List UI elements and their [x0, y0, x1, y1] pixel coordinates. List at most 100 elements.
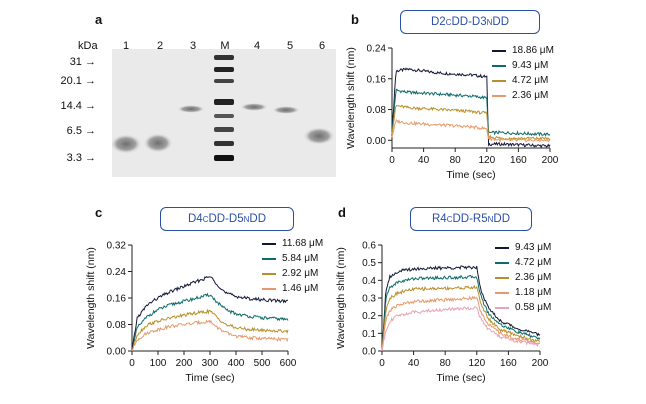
panel-b-letter: b	[351, 12, 359, 27]
gel-marker-label: 3.3 →	[66, 152, 96, 164]
legend-item: 4.72 μM	[492, 75, 548, 86]
y-axis-label: Wavelength shift (nm)	[85, 247, 97, 349]
gel-band	[303, 127, 335, 145]
legend-item: 0.58 μM	[495, 302, 551, 313]
legend-item: 5.84 μM	[262, 253, 318, 264]
legend-item: 11.68 μM	[262, 238, 323, 249]
x-tick-label: 200	[542, 155, 559, 166]
x-tick-label: 40	[408, 358, 420, 369]
series-line	[381, 295, 541, 352]
gel-lane-label: 2	[156, 40, 164, 52]
x-axis-label: Time (sec)	[446, 169, 495, 181]
y-tick-label: 0.24	[107, 267, 127, 278]
x-tick-label: 0	[389, 155, 395, 166]
y-tick-label: 0.16	[107, 294, 127, 305]
series-line	[131, 276, 289, 351]
legend-item: 18.86 μM	[492, 45, 554, 56]
y-tick-label: 0.32	[107, 241, 127, 252]
legend-swatch	[262, 242, 276, 245]
gel-band	[112, 134, 142, 154]
series-line	[391, 88, 551, 137]
gel-lane-label: 1	[122, 40, 130, 52]
series-line	[381, 284, 541, 352]
y-tick-label: 0.3	[362, 294, 376, 305]
legend-swatch	[492, 64, 506, 67]
y-axis-label: Wavelength shift (nm)	[335, 247, 347, 349]
legend-swatch	[492, 49, 506, 52]
x-tick-label: 120	[468, 358, 485, 369]
gel-band	[143, 133, 173, 153]
y-tick-label: 0.1	[362, 329, 376, 340]
construct-label-b: D2 C DD-D3 N DD	[400, 10, 540, 34]
x-axis-label: Time (sec)	[436, 372, 485, 384]
legend-item: 2.92 μM	[262, 268, 318, 279]
y-tick-label: 0.00	[367, 136, 387, 147]
x-tick-label: 400	[228, 358, 245, 369]
x-tick-label: 200	[532, 358, 549, 369]
x-tick-label: 120	[478, 155, 495, 166]
legend-swatch	[495, 246, 509, 249]
panel-c-letter: c	[95, 205, 103, 220]
series-line	[381, 306, 541, 352]
gel-marker-band	[214, 114, 234, 118]
gel-image	[112, 49, 336, 177]
legend-item: 9.43 μM	[492, 60, 548, 71]
legend-item: 2.36 μM	[495, 272, 551, 283]
x-tick-label: 200	[176, 358, 193, 369]
legend-swatch	[492, 79, 506, 82]
y-axis-label: Wavelength shift (nm)	[345, 47, 357, 149]
x-tick-label: 0	[129, 358, 135, 369]
gel-kda-label: kDa	[78, 40, 98, 52]
x-tick-label: 600	[280, 358, 297, 369]
legend-swatch	[495, 306, 509, 309]
gel-marker-band	[214, 155, 234, 161]
gel-marker-label: 6.5 →	[66, 125, 96, 137]
gel-lane-label: 6	[318, 40, 326, 52]
x-tick-label: 100	[150, 358, 167, 369]
gel-marker-band	[214, 67, 234, 72]
gel-marker-band	[214, 55, 234, 60]
x-tick-label: 40	[418, 155, 430, 166]
gel-lane-label: M	[220, 40, 230, 52]
series-line	[131, 308, 289, 352]
series-line	[131, 292, 289, 351]
series-line	[131, 319, 289, 352]
x-tick-label: 160	[500, 358, 517, 369]
gel-marker-label: 20.1 →	[60, 75, 96, 87]
gel-lane-label: 5	[286, 40, 294, 52]
y-tick-label: 0.0	[362, 347, 376, 358]
legend-item: 1.18 μM	[495, 287, 551, 298]
gel-band	[272, 106, 300, 114]
gel-marker-label: 14.4 →	[60, 100, 96, 112]
x-tick-label: 160	[510, 155, 527, 166]
gel-band	[240, 103, 268, 111]
gel-band	[177, 105, 205, 113]
x-tick-label: 500	[254, 358, 271, 369]
legend-item: 1.46 μM	[262, 283, 318, 294]
y-tick-label: 0.16	[367, 74, 387, 85]
construct-label-c: D4 C DD-D5 N DD	[160, 207, 294, 231]
y-tick-label: 0.2	[362, 311, 376, 322]
y-tick-label: 0.08	[367, 105, 387, 116]
y-tick-label: 0.5	[362, 258, 376, 269]
panel-d-letter: d	[338, 205, 346, 220]
construct-label-d: R4 C DD-R5 N DD	[410, 207, 532, 231]
legend-swatch	[495, 276, 509, 279]
series-line	[391, 67, 551, 149]
legend-item: 2.36 μM	[492, 90, 548, 101]
gel-marker-band	[214, 141, 234, 146]
legend-swatch	[492, 94, 506, 97]
legend-swatch	[262, 257, 276, 260]
y-tick-label: 0.24	[367, 44, 387, 55]
legend-swatch	[262, 287, 276, 290]
legend-item: 4.72 μM	[495, 257, 551, 268]
y-tick-label: 0.4	[362, 276, 376, 287]
legend-swatch	[262, 272, 276, 275]
y-tick-label: 0.08	[107, 320, 127, 331]
x-tick-label: 80	[440, 358, 452, 369]
series-line	[381, 265, 541, 352]
x-tick-label: 80	[450, 155, 462, 166]
gel-marker-band	[214, 99, 234, 105]
gel-bands-svg	[112, 49, 336, 177]
x-tick-label: 300	[202, 358, 219, 369]
